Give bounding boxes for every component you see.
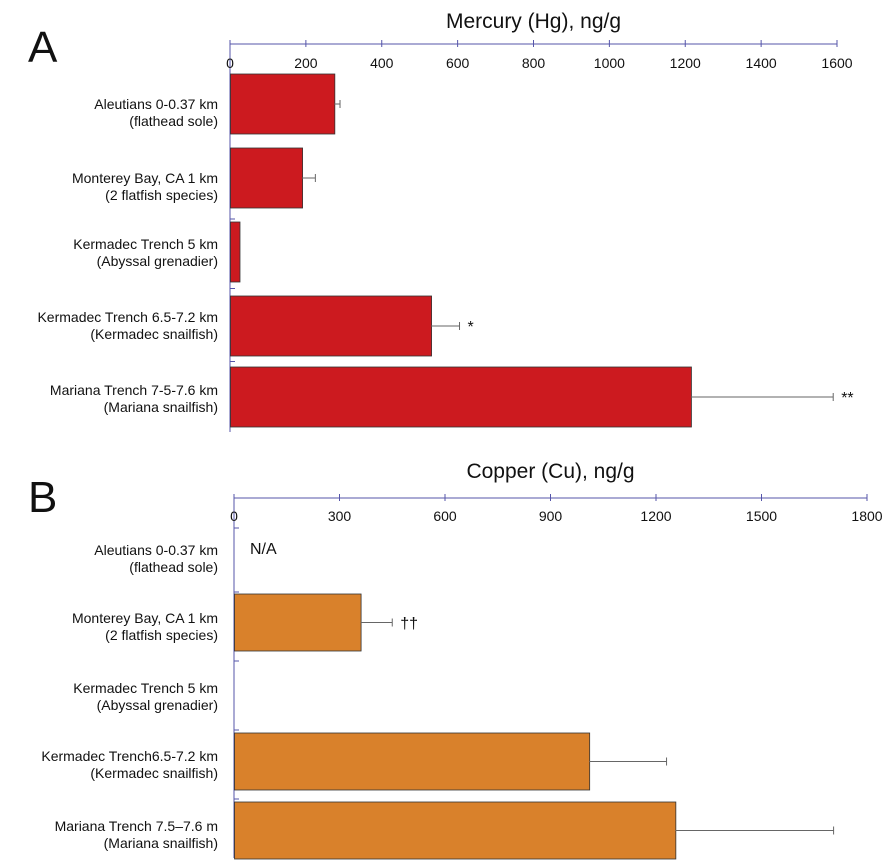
panel-b-letter: B	[28, 473, 57, 522]
panel-b-title: Copper (Cu), ng/g	[466, 460, 634, 483]
panel-b-x-tick-label: 1500	[746, 508, 777, 524]
panel-a-letter: A	[28, 23, 58, 72]
panel-b-x-tick-label: 1200	[640, 508, 671, 524]
panel-a-category-label: Kermadec Trench 5 km	[73, 236, 218, 252]
panel-b-x-tick-label: 0	[230, 508, 238, 524]
panel-a-x-tick-label: 600	[446, 55, 470, 71]
panel-b-bar	[234, 801, 677, 860]
panel-a-significance-label: *	[468, 319, 474, 336]
panel-a-category-sublabel: (Abyssal grenadier)	[97, 253, 218, 269]
panel-a-x-tick-label: 800	[522, 55, 546, 71]
panel-b-x-tick-label: 600	[433, 508, 457, 524]
panel-b-na-label: N/A	[250, 541, 277, 558]
panel-a-x-tick-label: 0	[226, 55, 234, 71]
panel-b-bar	[234, 732, 591, 791]
panel-a-x-tick-label: 1400	[746, 55, 777, 71]
panel-a-significance-label: **	[841, 390, 853, 407]
panel-b-bar	[234, 593, 362, 652]
panel-a-category-label: Monterey Bay, CA 1 km	[72, 170, 218, 186]
panel-b-category-label: Aleutians 0-0.37 km	[94, 542, 218, 558]
panel-a-category-sublabel: (Kermadec snailfish)	[90, 326, 218, 342]
panel-a-category-sublabel: (2 flatfish species)	[105, 187, 218, 203]
panel-a-x-tick-label: 1000	[594, 55, 625, 71]
panel-a-bar	[230, 73, 336, 135]
panel-b-category-sublabel: (2 flatfish species)	[105, 627, 218, 643]
panel-b-category-label: Kermadec Trench6.5-7.2 km	[41, 748, 218, 764]
panel-b-category-sublabel: (flathead sole)	[129, 559, 218, 575]
panel-a-category-label: Aleutians 0-0.37 km	[94, 96, 218, 112]
panel-b-x-tick-label: 1800	[851, 508, 882, 524]
panel-b-category-sublabel: (Kermadec snailfish)	[90, 765, 218, 781]
panel-a-x-tick-label: 200	[294, 55, 318, 71]
panel-a-bar	[230, 221, 241, 283]
panel-b-category-sublabel: (Abyssal grenadier)	[97, 697, 218, 713]
panel-a-x-tick-label: 1600	[821, 55, 852, 71]
panel-b-category-label: Mariana Trench 7.5–7.6 m	[55, 818, 218, 834]
panel-a-category-label: Mariana Trench 7-5-7.6 km	[50, 382, 218, 398]
panel-a-bar	[230, 295, 432, 357]
panel-a-bar	[230, 366, 692, 428]
panel-b-x-tick-label: 300	[328, 508, 352, 524]
panel-a-x-tick-label: 1200	[670, 55, 701, 71]
panel-a-category-sublabel: (flathead sole)	[129, 113, 218, 129]
panel-b-category-label: Monterey Bay, CA 1 km	[72, 610, 218, 626]
panel-a-bar	[230, 147, 303, 209]
panel-a-category-label: Kermadec Trench 6.5-7.2 km	[37, 309, 218, 325]
panel-a-x-tick-label: 400	[370, 55, 394, 71]
panel-b-category-label: Kermadec Trench 5 km	[73, 680, 218, 696]
panel-a-category-sublabel: (Mariana snailfish)	[104, 399, 218, 415]
panel-b-x-tick-label: 900	[539, 508, 563, 524]
panel-b-significance-label: ††	[400, 616, 418, 633]
panel-a-title: Mercury (Hg), ng/g	[446, 10, 621, 33]
panel-b-category-sublabel: (Mariana snailfish)	[104, 835, 218, 851]
